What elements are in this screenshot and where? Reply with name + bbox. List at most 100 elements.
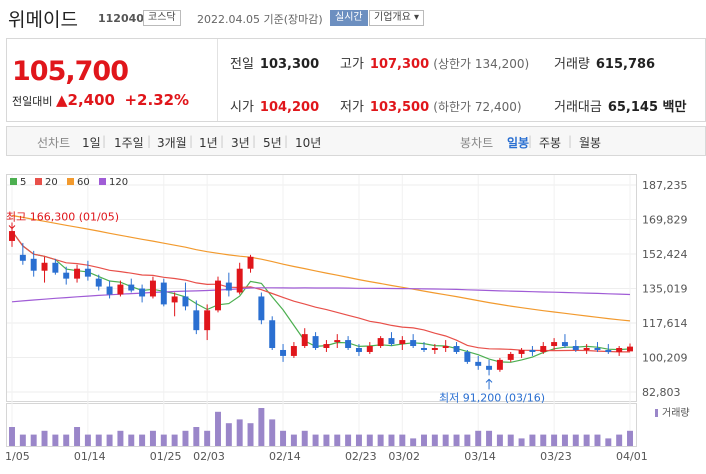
date-tick-label: 01/05 — [6, 450, 30, 463]
volume-bar — [572, 434, 579, 446]
candle-body — [377, 338, 384, 347]
volume-bar — [583, 434, 590, 446]
tab-daily[interactable]: 일봉 — [507, 136, 530, 150]
volume-bar — [74, 427, 81, 446]
legend-swatch — [35, 178, 42, 185]
price-axis: 187,235 169,829 152,424 135,019 117,614 100,2… — [642, 179, 688, 399]
date-text: 2022.04.05 기준(장마감) — [197, 13, 323, 26]
candle-body — [19, 254, 26, 261]
candle-body — [334, 340, 341, 343]
tab-period-3m[interactable]: 3개월 — [157, 136, 187, 150]
volume-bar — [334, 434, 341, 446]
volume-bar — [355, 434, 362, 446]
volume-bar — [149, 430, 156, 446]
candle-body — [74, 268, 81, 279]
candle-body — [410, 340, 417, 347]
volume-bar — [431, 434, 438, 446]
low-annotation: 최저 91,200 (03/16) — [439, 391, 545, 404]
candle-body — [442, 346, 449, 349]
ma120-line — [11, 287, 631, 303]
volume-bar — [52, 434, 59, 446]
legend-label: 5 — [20, 177, 26, 188]
high-arrow-icon — [8, 222, 16, 230]
stock-chart[interactable]: 187,235 169,829 152,424 135,019 117,614 100,2… — [0, 158, 706, 470]
volume-bar — [442, 434, 449, 446]
candle-body — [486, 365, 493, 370]
volume-bar — [627, 430, 633, 446]
volume-bar — [301, 430, 308, 446]
low-label: 저가 — [340, 100, 364, 115]
candle-body — [421, 348, 427, 350]
volume-bar — [377, 434, 384, 446]
date-tick-label: 01/25 — [150, 450, 182, 463]
tab-separator: | — [220, 134, 225, 148]
stock-name: 위메이드 — [8, 9, 78, 31]
low-arrow-icon — [485, 378, 493, 390]
candles — [9, 226, 633, 376]
price-tick-label: 100,209 — [642, 352, 688, 365]
volume-bar — [518, 438, 525, 446]
candle-body — [106, 286, 113, 295]
volume-bar — [236, 419, 243, 446]
candle-body — [312, 336, 319, 349]
tab-monthly[interactable]: 월봉 — [579, 136, 602, 150]
volume-value: 615,786 — [595, 57, 656, 72]
upper-limit: (상한가 134,200) — [433, 57, 530, 71]
volume-bar — [204, 430, 211, 446]
volume-bar — [475, 430, 482, 446]
summary-divider — [217, 39, 218, 121]
tab-period-1w[interactable]: 1주일 — [114, 136, 144, 150]
prev-close-label: 전일 — [230, 57, 254, 72]
price-tick-label: 152,424 — [642, 248, 688, 261]
date-tick-label: 03/23 — [540, 450, 572, 463]
volume-bar — [421, 434, 427, 446]
volume-panel-frame — [6, 403, 637, 447]
candle-body — [193, 310, 200, 331]
tab-separator: | — [102, 134, 107, 148]
volume-bar — [225, 423, 232, 446]
realtime-button[interactable]: 실시간 — [330, 10, 368, 26]
tab-separator: | — [189, 134, 194, 148]
company-info-button[interactable]: 기업개요 ▾ — [369, 10, 424, 26]
tab-period-10y[interactable]: 10년 — [295, 136, 322, 150]
volume-bar — [453, 434, 460, 446]
tab-period-3y[interactable]: 3년 — [231, 136, 250, 150]
candle-body — [215, 280, 221, 311]
low-value: 103,500 — [369, 100, 430, 115]
volume-bar — [529, 434, 536, 446]
volume-bar — [290, 434, 297, 446]
tab-period-5y[interactable]: 5년 — [263, 136, 282, 150]
candle-body — [594, 348, 601, 350]
candle-body — [225, 282, 232, 291]
candle-body — [280, 349, 287, 356]
candle-body — [171, 296, 178, 303]
candle-body — [204, 310, 211, 331]
price-panel-frame — [6, 174, 637, 402]
tab-line-chart[interactable]: 선차트 — [37, 136, 71, 150]
candle-body — [561, 342, 568, 347]
legend-label: 20 — [45, 177, 58, 188]
candle-body — [258, 296, 265, 321]
volume-bar — [366, 434, 373, 446]
tab-period-1d[interactable]: 1일 — [82, 136, 101, 150]
volume-bar — [19, 434, 26, 446]
tab-separator: | — [568, 134, 573, 148]
candle-body — [518, 349, 525, 354]
volume-bar — [594, 434, 601, 446]
price-tick-label: 135,019 — [642, 283, 688, 296]
tab-candle-chart[interactable]: 봉차트 — [460, 136, 494, 150]
high-label: 고가 — [340, 57, 364, 72]
candlestick-chart-svg[interactable]: 187,235 169,829 152,424 135,019 117,614 100,2… — [0, 158, 706, 470]
candle-body — [355, 348, 362, 352]
tab-weekly[interactable]: 주봉 — [539, 136, 562, 150]
tab-period-1y[interactable]: 1년 — [199, 136, 218, 150]
tab-separator: | — [528, 134, 533, 148]
candle-body — [139, 288, 146, 297]
volume-bar — [171, 434, 178, 446]
volume-bar — [496, 434, 503, 446]
legend-label: 120 — [109, 177, 128, 188]
date-tick-label: 02/03 — [193, 450, 225, 463]
price-tick-label: 187,235 — [642, 179, 688, 192]
volume-bar — [41, 430, 48, 446]
open-price: 시가 104,200 — [230, 96, 319, 115]
